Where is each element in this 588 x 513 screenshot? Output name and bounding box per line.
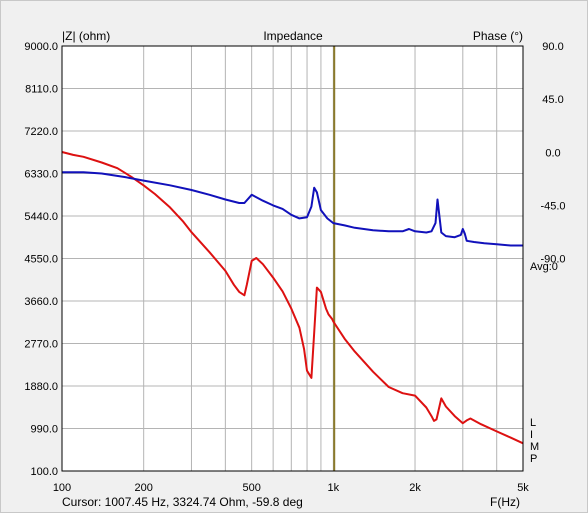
x-tick-labels: 100 200 500 1k 2k 5k (53, 482, 529, 494)
phase-tick-label: 45.0 (542, 94, 563, 106)
left-axis-label: |Z| (ohm) (62, 29, 110, 43)
x-tick-label: 1k (328, 482, 340, 494)
legend-letters: L I M P (530, 417, 539, 465)
y-tick-label: 990.0 (30, 424, 58, 436)
plot-border (61, 45, 524, 472)
legend-letter-i: I (530, 429, 533, 441)
x-tick-label: 2k (409, 482, 421, 494)
legend-letter-p: P (530, 453, 537, 465)
y-tick-label: 3660.0 (24, 296, 58, 308)
phase-tick-label: -90.0 (540, 254, 565, 266)
legend-letter-l: L (530, 417, 536, 429)
y-tick-label: 8110.0 (25, 84, 58, 96)
y-tick-label: 6330.0 (24, 169, 58, 181)
y-tick-label: 7220.0 (24, 126, 58, 138)
chart-title: Impedance (263, 29, 323, 43)
x-tick-label: 500 (242, 482, 260, 494)
phase-series-line (62, 171, 523, 247)
y-tick-label: 9000.0 (24, 41, 58, 53)
y-tick-label: 2770.0 (24, 339, 58, 351)
y-tick-label: 100.0 (30, 466, 58, 478)
impedance-series-line (61, 151, 524, 445)
right-tick-labels: 90.0 45.0 0.0 -45.0 -90.0 (540, 41, 565, 266)
series-group (61, 151, 524, 445)
left-tick-labels: 9000.0 8110.0 7220.0 6330.0 5440.0 4550.0 3660… (24, 41, 58, 478)
avg-label: Avg:0 (530, 261, 558, 273)
phase-tick-label: -45.0 (540, 200, 565, 212)
y-tick-label: 1880.0 (24, 381, 58, 393)
cursor-readout: Cursor: 1007.45 Hz, 3324.74 Ohm, -59.8 d… (62, 495, 303, 509)
x-tick-label: 5k (517, 482, 529, 494)
y-tick-label: 4550.0 (24, 254, 58, 266)
x-tick-label: 100 (53, 482, 71, 494)
phase-tick-label: 0.0 (545, 147, 560, 159)
legend-letter-m: M (530, 441, 539, 453)
right-axis-label: Phase (°) (473, 29, 523, 43)
x-axis-label: F(Hz) (490, 495, 520, 509)
phase-tick-label: 90.0 (542, 41, 563, 53)
x-tick-label: 200 (135, 482, 153, 494)
y-tick-label: 5440.0 (24, 211, 58, 223)
